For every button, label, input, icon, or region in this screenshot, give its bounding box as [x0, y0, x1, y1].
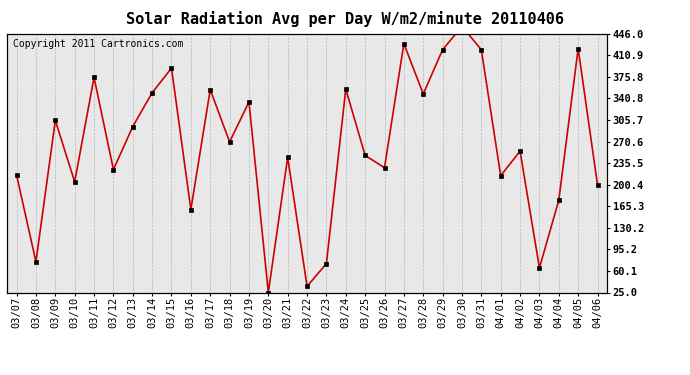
Text: Copyright 2011 Cartronics.com: Copyright 2011 Cartronics.com [13, 39, 184, 49]
Text: Solar Radiation Avg per Day W/m2/minute 20110406: Solar Radiation Avg per Day W/m2/minute … [126, 11, 564, 27]
